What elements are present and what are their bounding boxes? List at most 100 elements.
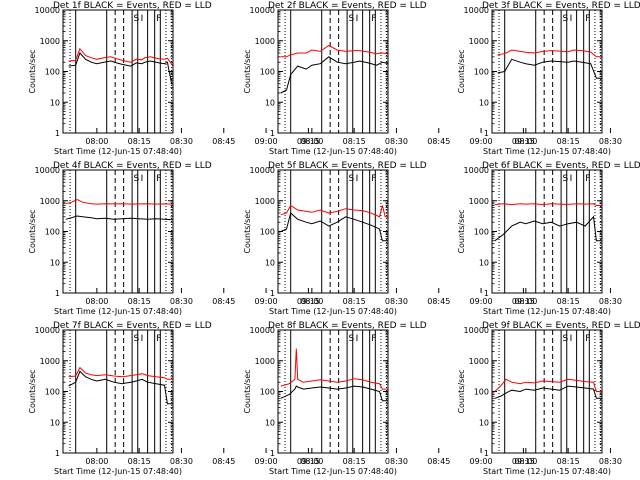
- x-tick-label: 08:30: [385, 297, 408, 306]
- y-tick-label: 10: [265, 98, 275, 107]
- events-series-line: [497, 58, 602, 79]
- event-label: F: [585, 14, 590, 24]
- x-tick-label: 08:00: [300, 457, 323, 466]
- plot-frame: [62, 169, 174, 294]
- x-tick-label: 08:15: [557, 137, 580, 146]
- events-series-line: [280, 212, 388, 242]
- y-tick-label: 1: [55, 449, 60, 458]
- y-tick-label: 1: [55, 289, 60, 298]
- y-tick-label: 1: [484, 449, 489, 458]
- panel-title: Det 1f BLACK = Events, RED = LLD: [53, 1, 212, 11]
- y-tick-label: 10000: [250, 6, 275, 15]
- x-tick-label: 09:15: [297, 457, 320, 466]
- event-label: I: [141, 334, 144, 344]
- x-tick-label: 08:45: [212, 137, 235, 146]
- plot-frame: [277, 9, 389, 134]
- y-tick-label: 10000: [464, 6, 489, 15]
- x-tick-label: 09:15: [512, 297, 535, 306]
- events-series-line: [494, 385, 602, 399]
- y-tick-label: 10000: [250, 166, 275, 175]
- x-tick-label: 09:00: [470, 137, 493, 146]
- event-label: S: [133, 334, 139, 344]
- panel-title: Det 5f BLACK = Events, RED = LLD: [268, 161, 427, 171]
- y-tick-label: 1000: [40, 197, 60, 206]
- y-axis-label: Counts/sec: [243, 369, 252, 413]
- x-tick-label: 08:45: [427, 457, 450, 466]
- panel-title: Det 7f BLACK = Events, RED = LLD: [53, 321, 212, 331]
- lld-series-line: [497, 49, 602, 58]
- plot-frame: [277, 169, 389, 294]
- y-axis-label: Counts/sec: [243, 49, 252, 93]
- y-tick-label: 100: [260, 388, 275, 397]
- y-tick-label: 10000: [464, 326, 489, 335]
- y-tick-label: 1000: [469, 357, 489, 366]
- event-label: F: [156, 14, 161, 24]
- x-tick-label: 08:30: [170, 137, 193, 146]
- y-tick-label: 100: [45, 68, 60, 77]
- x-tick-label: 08:15: [557, 457, 580, 466]
- panel-title: Det 9f BLACK = Events, RED = LLD: [482, 321, 640, 331]
- panel-5: Det 5f BLACK = Events, RED = LLD11010010…: [243, 161, 535, 316]
- x-tick-label: 09:00: [470, 297, 493, 306]
- x-tick-label: 08:30: [599, 137, 622, 146]
- lld-series-line: [280, 204, 388, 218]
- x-tick-label: 08:15: [128, 137, 151, 146]
- y-tick-label: 10: [50, 418, 60, 427]
- x-tick-label: 08:30: [599, 457, 622, 466]
- plot-frame: [62, 9, 174, 134]
- x-tick-label: 09:00: [470, 457, 493, 466]
- y-tick-label: 1: [270, 129, 275, 138]
- y-axis-label: Counts/sec: [457, 49, 466, 93]
- x-tick-label: 08:15: [343, 137, 366, 146]
- x-tick-label: 09:00: [255, 297, 278, 306]
- event-label: I: [570, 174, 573, 184]
- x-tick-label: 09:00: [255, 137, 278, 146]
- y-axis-label: Counts/sec: [28, 49, 37, 93]
- event-label: F: [371, 14, 376, 24]
- x-tick-label: 08:45: [212, 297, 235, 306]
- x-tick-label: 08:00: [85, 137, 108, 146]
- y-axis-label: Counts/sec: [28, 209, 37, 253]
- event-label: I: [356, 174, 359, 184]
- y-tick-label: 10000: [35, 166, 60, 175]
- y-tick-label: 10000: [35, 6, 60, 15]
- x-tick-label: 09:15: [512, 457, 535, 466]
- x-tick-label: 09:15: [512, 137, 535, 146]
- panel-title: Det 2f BLACK = Events, RED = LLD: [268, 1, 427, 11]
- event-label: I: [570, 334, 573, 344]
- x-tick-label: 08:00: [514, 457, 537, 466]
- x-tick-label: 08:00: [300, 137, 323, 146]
- event-label: F: [156, 174, 161, 184]
- x-tick-label: 08:00: [85, 457, 108, 466]
- y-tick-label: 1000: [40, 357, 60, 366]
- event-label: F: [585, 174, 590, 184]
- x-tick-label: 08:00: [514, 137, 537, 146]
- x-axis-label: Start Time (12-Jun-15 07:48:40): [269, 467, 397, 476]
- x-tick-label: 08:15: [128, 457, 151, 466]
- y-tick-label: 10: [265, 258, 275, 267]
- y-tick-label: 10: [50, 258, 60, 267]
- events-series-line: [68, 52, 173, 85]
- event-label: S: [562, 334, 568, 344]
- events-series-line: [280, 56, 389, 94]
- event-label: S: [348, 14, 354, 24]
- event-label: I: [141, 14, 144, 24]
- y-axis-label: Counts/sec: [243, 209, 252, 253]
- events-series-line: [494, 215, 602, 242]
- event-label: I: [356, 334, 359, 344]
- x-axis-label: Start Time (12-Jun-15 07:48:40): [269, 307, 397, 316]
- events-series-line: [65, 215, 174, 221]
- y-tick-label: 10000: [250, 326, 275, 335]
- y-tick-label: 1000: [469, 197, 489, 206]
- panel-2: Det 2f BLACK = Events, RED = LLD11010010…: [243, 1, 535, 156]
- y-tick-label: 100: [474, 388, 489, 397]
- x-tick-label: 08:00: [514, 297, 537, 306]
- y-tick-label: 10: [265, 418, 275, 427]
- event-label: S: [562, 14, 568, 24]
- y-axis-label: Counts/sec: [28, 369, 37, 413]
- plot-frame: [491, 329, 603, 454]
- y-tick-label: 1000: [255, 197, 275, 206]
- y-tick-label: 1: [55, 129, 60, 138]
- y-tick-label: 10: [50, 98, 60, 107]
